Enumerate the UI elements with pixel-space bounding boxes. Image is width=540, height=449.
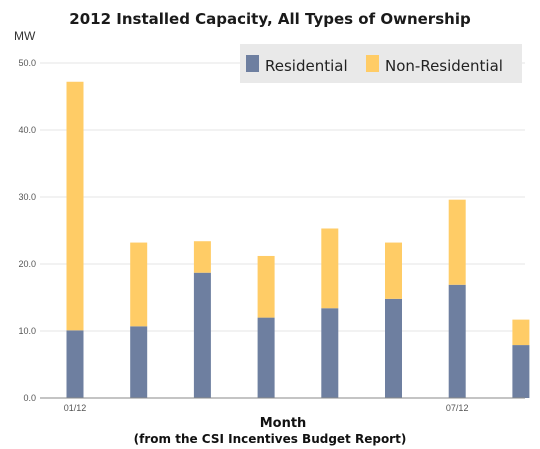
legend-label-non-residential: Non-Residential xyxy=(385,57,503,75)
source-note: (from the CSI Incentives Budget Report) xyxy=(134,432,407,446)
bar-residential xyxy=(512,345,530,398)
bar-residential xyxy=(130,326,148,398)
y-axis-ticks: 0.0 10.0 20.0 30.0 40.0 50.0 xyxy=(18,58,36,403)
legend-label-residential: Residential xyxy=(265,57,348,75)
bar-non-residential xyxy=(512,319,530,346)
bar-non-residential xyxy=(385,242,402,299)
bar-non-residential xyxy=(66,81,84,331)
x-axis-label: Month xyxy=(260,416,307,431)
x-axis-ticks: 01/12 07/12 xyxy=(64,403,469,413)
y-tick-label: 20.0 xyxy=(18,259,36,269)
legend-swatch-non-residential xyxy=(366,55,379,72)
x-tick-label: 07/12 xyxy=(446,403,469,413)
y-tick-label: 10.0 xyxy=(18,326,36,336)
y-tick-label: 40.0 xyxy=(18,125,36,135)
legend: Residential Non-Residential xyxy=(240,44,522,83)
bar-residential xyxy=(321,308,339,398)
bar-residential xyxy=(448,284,466,398)
bar-non-residential xyxy=(130,242,148,327)
bar-non-residential xyxy=(321,228,339,309)
bar-non-residential xyxy=(448,199,466,285)
bar-residential xyxy=(385,298,402,398)
y-tick-label: 30.0 xyxy=(18,192,36,202)
bar-residential xyxy=(66,330,84,398)
bar-residential xyxy=(257,317,275,398)
y-axis-unit-label: MW xyxy=(14,29,36,43)
x-tick-label: 01/12 xyxy=(64,403,87,413)
bar-non-residential xyxy=(257,255,275,318)
y-tick-label: 50.0 xyxy=(18,58,36,68)
bar-non-residential xyxy=(193,241,211,273)
bars xyxy=(66,81,530,398)
legend-swatch-residential xyxy=(246,55,259,72)
y-tick-label: 0.0 xyxy=(23,393,36,403)
chart-title: 2012 Installed Capacity, All Types of Ow… xyxy=(69,10,471,28)
legend-box xyxy=(240,44,522,83)
bar-residential xyxy=(193,272,211,398)
